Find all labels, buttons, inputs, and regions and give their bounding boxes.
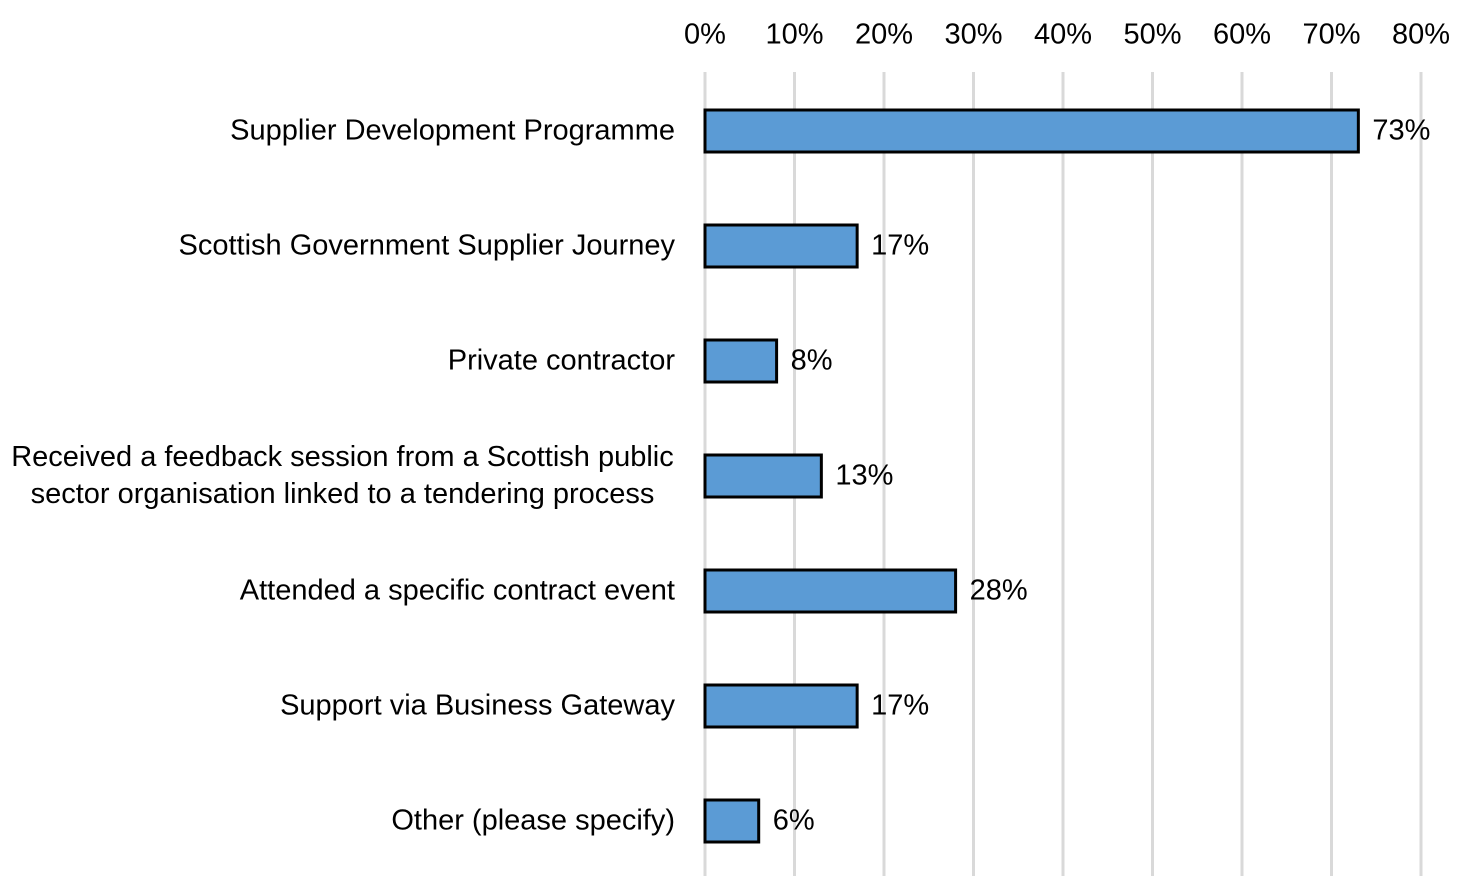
x-tick-label: 40% bbox=[1034, 19, 1092, 51]
value-label: 8% bbox=[791, 345, 833, 377]
x-tick-label: 70% bbox=[1302, 19, 1360, 51]
x-tick-label: 60% bbox=[1213, 19, 1271, 51]
bar bbox=[703, 453, 823, 499]
bar bbox=[703, 223, 859, 269]
x-tick-label: 10% bbox=[765, 19, 823, 51]
y-tick-label: Scottish Government Supplier Journey bbox=[178, 229, 675, 262]
value-label: 17% bbox=[871, 230, 929, 262]
y-tick-label: Support via Business Gateway bbox=[280, 689, 675, 722]
y-tick-label: Received a feedback session from a Scott… bbox=[11, 441, 674, 510]
x-tick-label: 80% bbox=[1392, 19, 1450, 51]
y-tick-label: Attended a specific contract event bbox=[239, 574, 675, 607]
value-label: 28% bbox=[970, 575, 1028, 607]
y-tick-label: Other (please specify) bbox=[391, 804, 675, 837]
value-label: 13% bbox=[835, 460, 893, 492]
value-label: 73% bbox=[1372, 115, 1430, 147]
value-label: 6% bbox=[773, 805, 815, 837]
x-tick-label: 50% bbox=[1123, 19, 1181, 51]
bar bbox=[703, 108, 1360, 154]
value-label: 17% bbox=[871, 690, 929, 722]
bar bbox=[703, 568, 958, 614]
y-tick-label: Supplier Development Programme bbox=[230, 114, 675, 147]
bar bbox=[703, 798, 761, 844]
x-tick-label: 0% bbox=[684, 19, 726, 51]
bar bbox=[703, 338, 779, 384]
x-tick-label: 20% bbox=[855, 19, 913, 51]
x-tick-label: 30% bbox=[944, 19, 1002, 51]
bar bbox=[703, 683, 859, 729]
y-tick-label: Private contractor bbox=[447, 344, 675, 377]
